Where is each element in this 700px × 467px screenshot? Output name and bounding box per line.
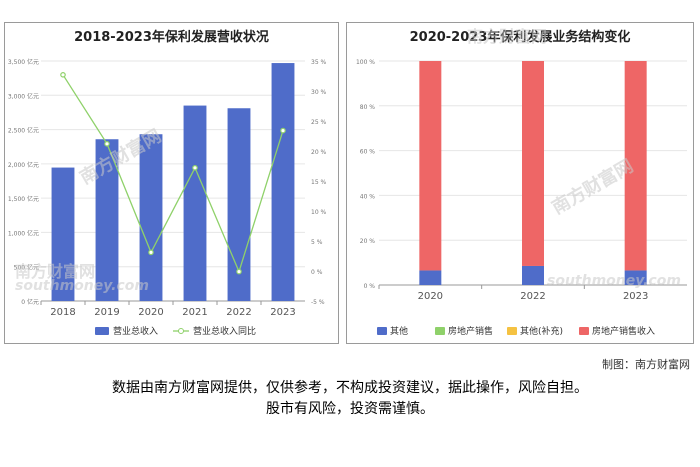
x-tick-label: 2019 [94,307,119,318]
legend-label: 其他(补充) [520,325,563,337]
stack-segment [419,61,442,271]
y-left-tick-label: 2,000 亿元 [8,161,39,169]
y-right-tick-label: -5 % [311,299,325,306]
yoy-point [60,71,66,78]
y-tick-label: 20 % [360,238,376,245]
yoy-point [280,127,286,134]
y-left-tick-label: 1,000 亿元 [8,229,39,237]
y-left-tick-label: 2,500 亿元 [8,127,39,135]
x-tick-label: 2021 [182,307,207,318]
stack-segment [522,265,544,285]
legend-swatch-revenue [95,327,109,335]
structure-chart-svg: 0 % 20 % 40 % 60 % 80 % 100 % 2020 2022 2023 其他 房地… [356,59,687,337]
stack-segment [624,270,647,285]
stack-segment [522,61,544,266]
legend-label: 房地产销售收入 [592,325,655,337]
yoy-point [148,249,154,256]
legend-label-revenue: 营业总收入 [113,325,158,337]
legend-swatch [507,327,517,335]
stack-segment [419,270,442,285]
y-right-tick-label: 0 % [311,269,323,276]
yoy-point [192,165,198,171]
revenue-chart-svg: 0 亿元 500 亿元 1,000 亿元 1,500 亿元 2,000 亿元 2,500 … [8,58,327,337]
revenue-chart-panel: 2018-2023年保利发展营收状况 0 亿元 500 亿元 1,000 亿元 1,5… [4,22,339,344]
chart-credit: 制图：南方财富网 [602,358,690,371]
structure-chart-title: 2020-2023年保利发展业务结构变化 [409,30,631,45]
x-tick-label: 2023 [623,291,648,302]
y-right-tick-label: 30 % [311,89,327,96]
y-right-tick-label: 10 % [311,209,327,216]
disclaimer-line-2: 股市有风险，投资需谨慎。 [266,401,434,417]
y-left-tick-label: 0 亿元 [21,298,39,306]
yoy-point [104,141,110,147]
legend-label: 房地产销售 [448,325,493,337]
yoy-point [236,268,242,275]
x-tick-label: 2020 [418,291,443,302]
structure-chart-panel: 2020-2023年保利发展业务结构变化 0 % 20 % 40 % 60 % 80 %… [346,22,694,344]
yoy-line [62,74,284,274]
y-left-tick-label: 1,500 亿元 [8,195,39,203]
revenue-bar [139,134,163,301]
legend-swatch [377,327,387,335]
y-right-tick-label: 35 % [311,59,327,66]
y-right-tick-label: 25 % [311,119,327,126]
y-tick-label: 0 % [364,283,376,290]
disclaimer: 数据由南方财富网提供，仅供参考，不构成投资建议，据此操作，风险自担。 股市有风险… [0,378,700,420]
disclaimer-line-1: 数据由南方财富网提供，仅供参考，不构成投资建议，据此操作，风险自担。 [112,380,588,396]
legend-swatch [579,327,589,335]
legend-swatch-yoy-marker [178,328,184,334]
y-tick-label: 100 % [356,59,375,66]
y-right-tick-label: 15 % [311,179,327,186]
revenue-chart-title: 2018-2023年保利发展营收状况 [74,30,269,45]
y-right-tick-label: 20 % [311,149,327,156]
revenue-bar [95,139,119,301]
x-tick-label: 2018 [50,307,75,318]
stack-segment [624,61,647,271]
x-tick-label: 2022 [226,307,251,318]
x-tick-label: 2022 [520,291,545,302]
legend-swatch [435,327,445,335]
y-left-tick-label: 3,000 亿元 [8,92,39,100]
x-tick-label: 2020 [138,307,163,318]
y-tick-label: 40 % [360,193,376,200]
y-right-tick-label: 5 % [311,239,323,246]
legend-label-yoy: 营业总收入同比 [193,325,256,337]
y-left-tick-label: 500 亿元 [14,264,39,272]
y-left-tick-label: 3,500 亿元 [8,58,39,66]
y-tick-label: 80 % [360,104,376,111]
x-tick-label: 2023 [270,307,295,318]
y-tick-label: 60 % [360,149,376,156]
revenue-bar [183,105,207,301]
legend-label: 其他 [390,325,408,337]
revenue-bar [271,63,295,301]
revenue-bar [51,167,75,301]
